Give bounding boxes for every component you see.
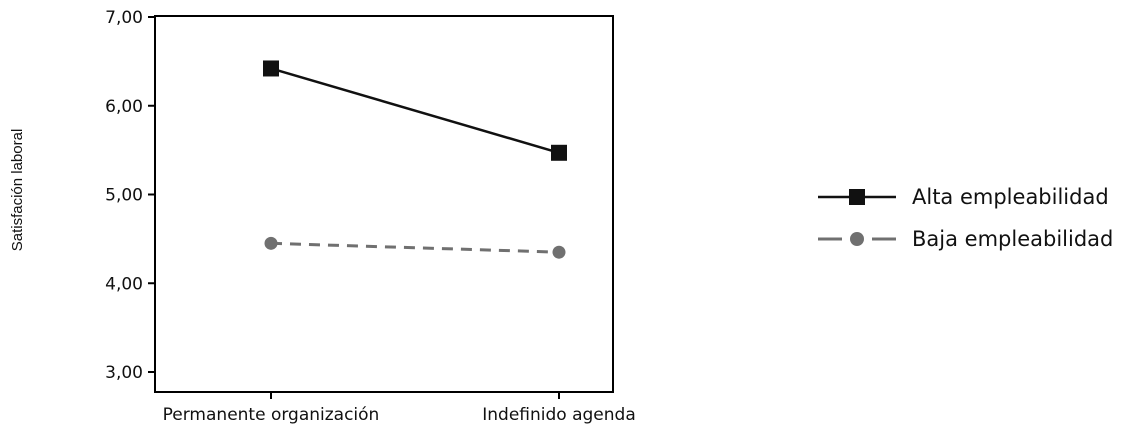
data-point-circle bbox=[264, 236, 278, 250]
legend: Alta empleabilidad Baja empleabilidad bbox=[818, 185, 1113, 251]
series-2 bbox=[264, 236, 566, 259]
data-point-square bbox=[551, 144, 567, 161]
series-line bbox=[270, 67, 560, 154]
legend-item: Baja empleabilidad bbox=[818, 227, 1113, 251]
series-layer bbox=[263, 60, 567, 259]
y-tick-label: 4,00 bbox=[105, 274, 143, 294]
series-1 bbox=[263, 60, 567, 161]
data-point-circle bbox=[552, 245, 566, 259]
legend-marker-square bbox=[849, 189, 865, 205]
data-point-square bbox=[263, 60, 279, 77]
y-tick-label: 6,00 bbox=[105, 97, 143, 117]
x-tick-label: Indefinido agenda bbox=[482, 405, 636, 425]
legend-label: Baja empleabilidad bbox=[912, 227, 1113, 251]
legend-item: Alta empleabilidad bbox=[818, 185, 1109, 209]
y-tick-label: 5,00 bbox=[105, 186, 143, 206]
y-axis: 3,00 4,00 5,00 6,00 7,00 bbox=[105, 8, 155, 383]
y-tick-label: 7,00 bbox=[105, 8, 143, 28]
plot-area-frame bbox=[154, 15, 614, 393]
series-line bbox=[270, 241, 560, 254]
y-tick-label: 3,00 bbox=[105, 363, 143, 383]
legend-label: Alta empleabilidad bbox=[912, 185, 1109, 209]
x-axis: Permanente organización Indefinido agenda bbox=[163, 392, 636, 425]
y-axis-label: Satisfación laboral bbox=[9, 129, 26, 252]
legend-marker-circle bbox=[850, 232, 864, 246]
x-tick-label: Permanente organización bbox=[163, 405, 380, 425]
